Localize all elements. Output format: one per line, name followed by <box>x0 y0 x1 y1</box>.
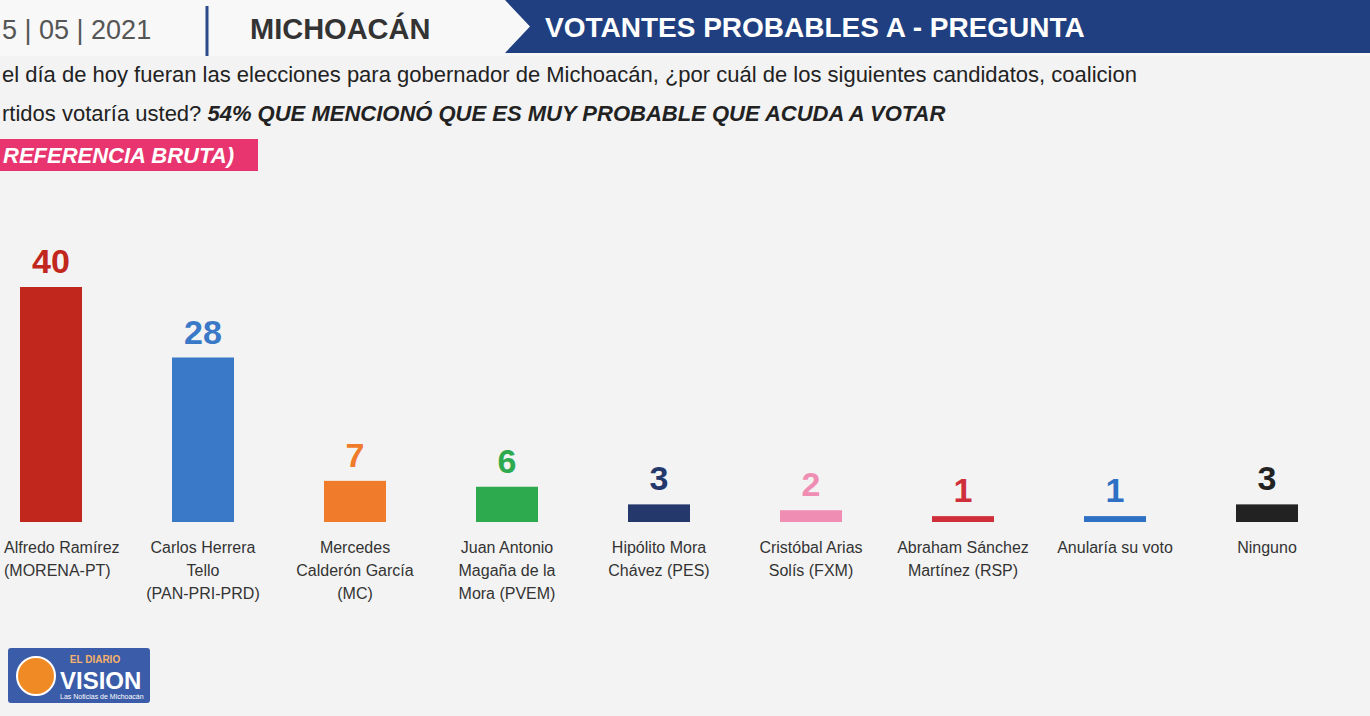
category-label-line: Chávez (PES) <box>608 562 709 579</box>
background <box>0 0 1370 716</box>
data-label: 1 <box>954 471 973 509</box>
title-line: rtidos votaría usted? <box>2 101 207 126</box>
banner-text: VOTANTES PROBABLES A - PREGUNTA <box>545 12 1085 43</box>
logo-box <box>8 648 150 703</box>
category-label-line: Carlos Herrera <box>151 539 256 556</box>
subtitle: 54% QUE MENCIONÓ QUE ES MUY PROBABLE QUE… <box>207 101 945 126</box>
category-label: Mercedes Calderón García (MC) <box>296 539 413 602</box>
state: MICHOACÁN <box>250 12 430 45</box>
category-label-line: Magaña de la <box>459 562 556 579</box>
date: 5 | 05 | 2021 <box>2 15 151 45</box>
data-label: 3 <box>650 459 669 497</box>
annotation-box <box>0 139 258 171</box>
category-label: Anularía su voto <box>1057 539 1173 556</box>
bar <box>20 287 82 522</box>
banner <box>505 0 1370 53</box>
annotation: REFERENCIA BRUTA) <box>3 143 234 168</box>
logo: EL DIARIO VISIONLas Noticias de Michoacán <box>8 648 150 703</box>
category-label: Abraham Sánchez Martínez (RSP) <box>897 539 1029 579</box>
header-band <box>0 0 1370 56</box>
annotation-group: REFERENCIA BRUTA) <box>0 139 258 171</box>
category-label-line: Juan Antonio <box>461 539 554 556</box>
logo-circle <box>17 657 55 695</box>
bar <box>476 487 538 522</box>
category-label: Alfredo Ramírez (MORENA-PT) <box>4 539 120 579</box>
title-subtitle-line: rtidos votaría usted? 54% QUE MENCIONÓ Q… <box>2 101 945 126</box>
category-label-line: Alfredo Ramírez <box>4 539 120 556</box>
category-label-line: Anularía su voto <box>1057 539 1173 556</box>
title-line: el día de hoy fueran las elecciones para… <box>2 62 1137 87</box>
category-label: Hipólito Mora Chávez (PES) <box>608 539 709 579</box>
chart-root: 5 | 05 | 2021 MICHOACÁN VOTANTES PROBABLES… <box>0 0 1370 716</box>
category-label-line: Abraham Sánchez <box>897 539 1029 556</box>
bar <box>172 358 234 523</box>
bar <box>780 510 842 522</box>
category-label-line: Mercedes <box>320 539 390 556</box>
category-label-line: Solís (FXM) <box>769 562 853 579</box>
category-label-line: (MC) <box>337 585 373 602</box>
logo-tagline: Las Noticias de Michoacán <box>60 693 144 700</box>
category-label-line: Martínez (RSP) <box>908 562 1018 579</box>
category-labels: Alfredo Ramírez (MORENA-PT) Carlos Herrera… <box>4 539 1297 602</box>
data-label: 40 <box>32 242 70 280</box>
category-label: Juan Antonio Magaña de la Mora (PVEM) <box>459 539 556 602</box>
category-label-line: Mora (PVEM) <box>459 585 556 602</box>
category-label-line: Tello <box>187 562 220 579</box>
category-label-line: (MORENA-PT) <box>4 562 111 579</box>
bar <box>932 516 994 522</box>
page: {"header": {"date": "5 | 05 | 2021", "st… <box>0 0 1370 716</box>
bar <box>1084 516 1146 522</box>
data-label: 7 <box>346 436 365 474</box>
data-label: 28 <box>184 313 222 351</box>
bar <box>1236 504 1298 522</box>
category-label: Cristóbal Arias Solís (FXM) <box>759 539 862 579</box>
bar <box>324 481 386 522</box>
logo-top: EL DIARIO <box>70 654 121 665</box>
bar <box>628 504 690 522</box>
category-label: Ninguno <box>1237 539 1297 556</box>
data-label: 2 <box>802 465 821 503</box>
bars <box>20 287 1298 522</box>
category-label-line: Cristóbal Arias <box>759 539 862 556</box>
category-label-line: (PAN-PRI-PRD) <box>146 585 259 602</box>
logo-name: VISION <box>60 667 141 694</box>
category-label-line: Calderón García <box>296 562 413 579</box>
category-label-line: Hipólito Mora <box>612 539 706 556</box>
category-label-line: Ninguno <box>1237 539 1297 556</box>
category-label: Carlos Herrera Tello (PAN-PRI-PRD) <box>146 539 259 602</box>
header-divider <box>206 6 209 56</box>
data-labels: 40 28 7 6 3 2 1 1 3 <box>32 242 1276 509</box>
data-label: 3 <box>1258 459 1277 497</box>
data-label: 6 <box>498 442 517 480</box>
data-label: 1 <box>1106 471 1125 509</box>
